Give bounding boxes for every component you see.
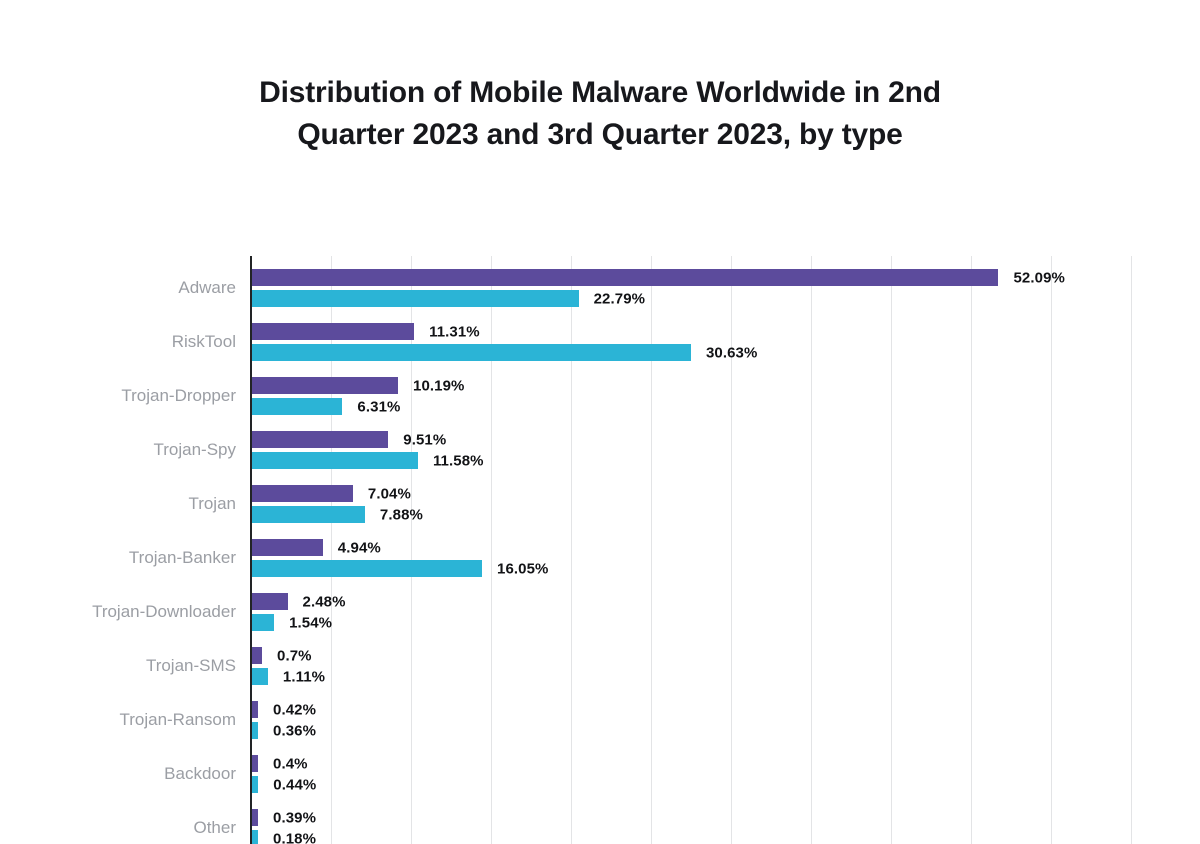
category-label: Trojan-Spy: [153, 440, 236, 459]
bar-q3-2023: 1.54%: [252, 614, 332, 631]
value-label-q2-2023: 2.48%: [302, 593, 346, 610]
value-label-q2-2023: 11.31%: [429, 323, 480, 340]
chart-row: Trojan-Ransom 0.42% 0.36%: [119, 688, 1162, 742]
category-label: Trojan-Downloader: [92, 602, 236, 621]
bar-q2-2023: 9.51%: [252, 431, 446, 448]
value-label-q2-2023: 10.19%: [413, 377, 465, 394]
bar-q2-2023: 52.09%: [252, 269, 1065, 286]
chart-row: Trojan-Banker 4.94% 16.05%: [129, 526, 1162, 580]
chart-row: Adware 52.09% 22.79%: [178, 256, 1162, 310]
bar-q2-2023: 7.04%: [252, 485, 411, 502]
bar-q2-2023: 2.48%: [252, 593, 345, 610]
gridline: [1131, 256, 1132, 844]
bar-q2-2023: 0.4%: [252, 755, 307, 772]
bar-q3-2023: 0.18%: [252, 830, 316, 844]
category-label: Adware: [178, 278, 236, 297]
chart-row: Trojan-Dropper 10.19% 6.31%: [121, 364, 1162, 418]
chart-row: Trojan 7.04% 7.88%: [188, 472, 1162, 526]
chart-title: Distribution of Mobile Malware Worldwide…: [140, 72, 1060, 156]
gridline: [731, 256, 732, 844]
bar-q2-2023: 0.42%: [252, 701, 316, 718]
gridline: [811, 256, 812, 844]
bar-q3-2023: 11.58%: [252, 452, 483, 469]
value-label-q2-2023: 4.94%: [337, 539, 381, 556]
bar-q3-2023: 1.11%: [252, 668, 325, 685]
value-label-q3-2023: 1.54%: [289, 614, 333, 631]
chart-row: Other 0.39% 0.18%: [193, 796, 1162, 844]
bar-q2-2023: 0.7%: [252, 647, 312, 664]
bar-q2-2023: 0.39%: [252, 809, 316, 826]
category-label: Trojan: [188, 494, 236, 513]
value-label-q3-2023: 11.58%: [432, 452, 484, 469]
bar-q3-2023: 30.63%: [252, 344, 757, 361]
gridline: [1051, 256, 1052, 844]
gridline: [331, 256, 332, 844]
bar-q3-2023: 0.36%: [252, 722, 316, 739]
category-label: Trojan-SMS: [145, 656, 236, 675]
value-label-q2-2023: 0.7%: [277, 647, 312, 664]
value-label-q3-2023: 30.63%: [705, 344, 758, 361]
gridline: [971, 256, 972, 844]
value-label-q3-2023: 22.79%: [593, 290, 646, 307]
value-label-q2-2023: 9.51%: [403, 431, 447, 448]
value-label-q3-2023: 7.88%: [379, 506, 423, 523]
bar-q3-2023: 22.79%: [252, 290, 645, 307]
value-label-q2-2023: 0.42%: [273, 701, 317, 718]
category-label: Trojan-Banker: [128, 548, 236, 567]
gridline: [411, 256, 412, 844]
bar-q2-2023: 11.31%: [252, 323, 480, 340]
chart-row: Trojan-SMS 0.7% 1.11%: [146, 634, 1162, 688]
value-label-q3-2023: 16.05%: [497, 560, 549, 577]
value-label-q2-2023: 0.39%: [273, 809, 317, 826]
bar-q3-2023: 0.44%: [252, 776, 316, 793]
bar-chart-plot-area: Adware 52.09% 22.79% RiskTool 11.31% 30.63% Tr…: [92, 256, 1162, 844]
category-label: RiskTool: [171, 332, 236, 351]
chart-row: Backdoor 0.4% 0.44%: [164, 742, 1162, 796]
chart-row: RiskTool 11.31% 30.63%: [172, 310, 1162, 364]
bar-q2-2023: 10.19%: [252, 377, 464, 394]
category-label: Other: [193, 818, 236, 837]
value-label-q2-2023: 0.4%: [273, 755, 308, 772]
category-label: Trojan-Dropper: [121, 386, 236, 405]
gridline: [651, 256, 652, 844]
value-label-q3-2023: 6.31%: [357, 398, 401, 415]
bar-q3-2023: 16.05%: [252, 560, 548, 577]
category-label: Trojan-Ransom: [119, 710, 236, 729]
value-label-q3-2023: 0.36%: [273, 722, 317, 739]
bar-q3-2023: 6.31%: [252, 398, 400, 415]
value-label-q3-2023: 0.18%: [273, 830, 317, 844]
bar-q2-2023: 4.94%: [252, 539, 381, 556]
value-label-q2-2023: 52.09%: [1013, 269, 1065, 286]
category-label: Backdoor: [164, 764, 236, 783]
chart-title-line-2: Quarter 2023 and 3rd Quarter 2023, by ty…: [297, 118, 903, 151]
chart-row: Trojan-Spy 9.51% 11.58%: [153, 418, 1162, 472]
gridline: [491, 256, 492, 844]
bar-q3-2023: 7.88%: [252, 506, 423, 523]
chart-title-line-1: Distribution of Mobile Malware Worldwide…: [259, 76, 941, 109]
gridline: [571, 256, 572, 844]
gridline: [891, 256, 892, 844]
value-label-q2-2023: 7.04%: [367, 485, 411, 502]
value-label-q3-2023: 1.11%: [282, 668, 326, 685]
chart-row: Trojan-Downloader 2.48% 1.54%: [92, 580, 1162, 634]
value-label-q3-2023: 0.44%: [273, 776, 317, 793]
